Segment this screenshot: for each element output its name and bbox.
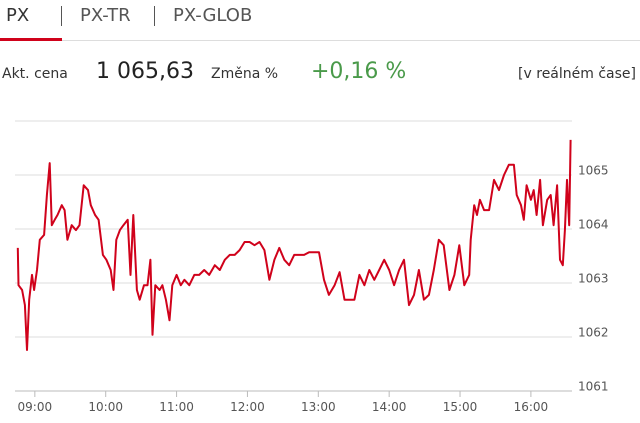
x-tick-label: 15:00 bbox=[443, 400, 478, 414]
x-tick-label: 12:00 bbox=[230, 400, 265, 414]
tab-separator bbox=[61, 6, 62, 26]
price-line bbox=[16, 139, 572, 351]
mode: [v reálném čase] bbox=[518, 66, 636, 82]
y-tick-label: 1063 bbox=[578, 272, 609, 286]
x-tick-label: 16:00 bbox=[514, 400, 549, 414]
tab[interactable]: PX-TR bbox=[80, 5, 131, 26]
tab-separator bbox=[154, 6, 155, 26]
x-tick-label: 09:00 bbox=[18, 400, 53, 414]
change-label: Změna % bbox=[211, 66, 279, 82]
y-tick-label: 1065 bbox=[578, 164, 609, 178]
active-tab-indicator bbox=[0, 38, 62, 41]
tab[interactable]: PX bbox=[6, 5, 30, 26]
y-tick-label: 1064 bbox=[578, 218, 609, 232]
change: +0,16 % bbox=[311, 59, 407, 84]
y-tick-label: 1061 bbox=[578, 380, 609, 394]
x-tick-label: 13:00 bbox=[301, 400, 336, 414]
x-tick-label: 10:00 bbox=[88, 400, 123, 414]
x-tick-label: 14:00 bbox=[372, 400, 407, 414]
tab-divider bbox=[0, 40, 640, 41]
price: 1 065,63 bbox=[96, 59, 194, 84]
price-label: Akt. cena bbox=[2, 66, 68, 82]
y-tick-label: 1062 bbox=[578, 326, 609, 340]
tab[interactable]: PX-GLOB bbox=[173, 5, 253, 26]
x-tick-label: 11:00 bbox=[159, 400, 194, 414]
